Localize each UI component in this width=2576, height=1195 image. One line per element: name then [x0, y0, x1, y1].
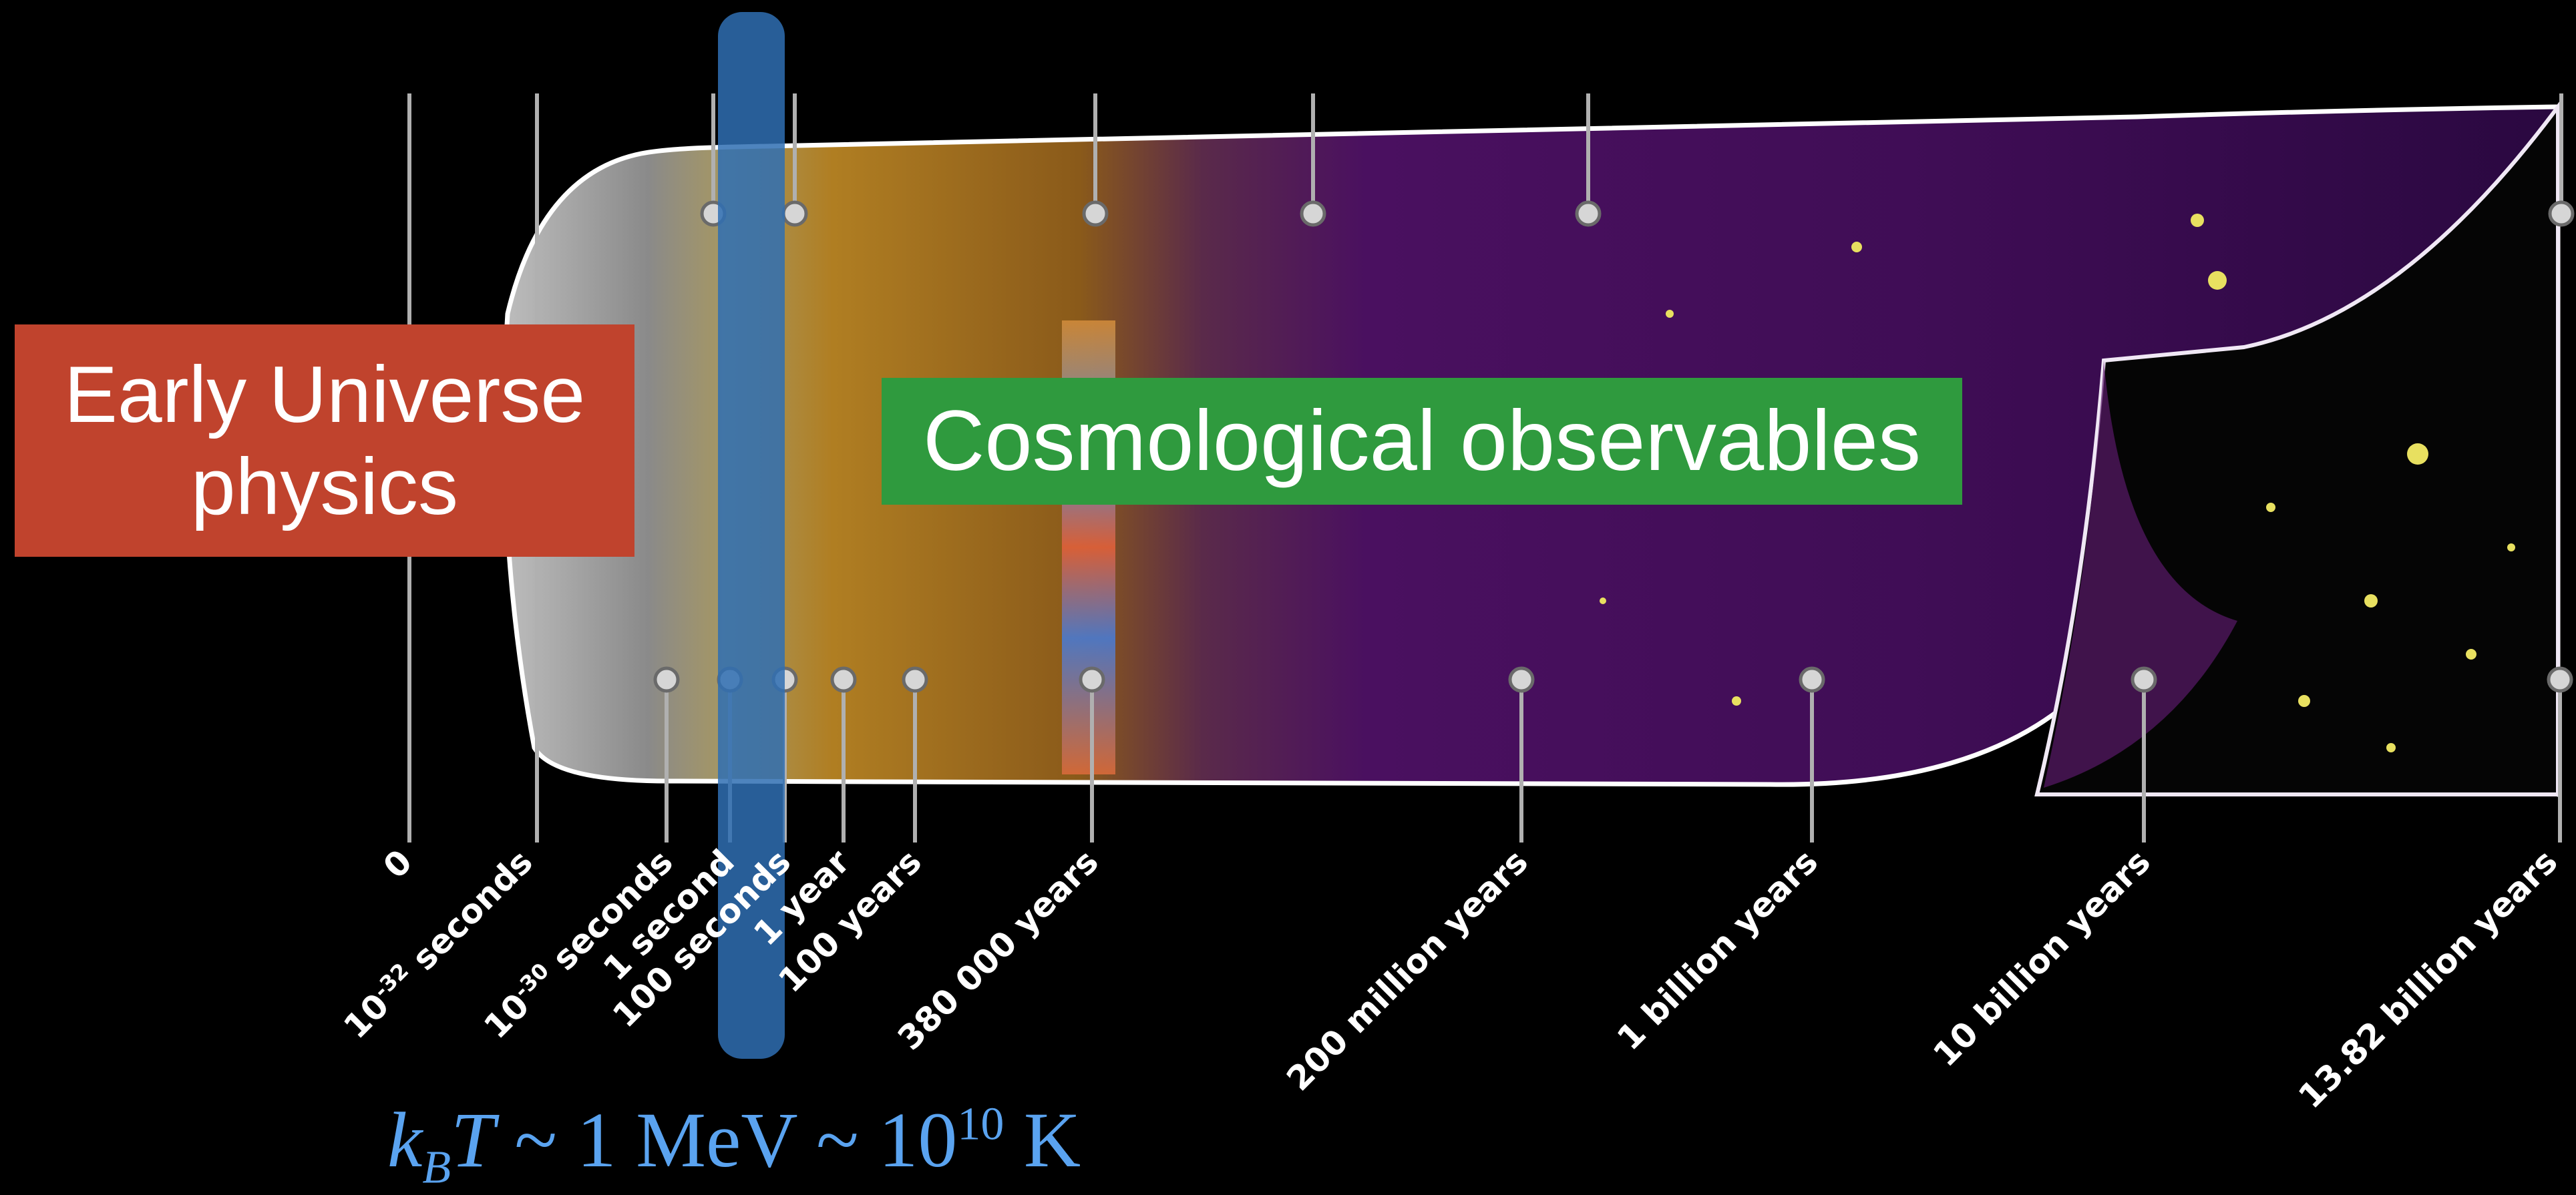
tick-marker-top-3	[1300, 200, 1326, 227]
mev-temperature-band	[718, 12, 785, 1059]
tick-marker-bottom-7	[1799, 666, 1825, 693]
formula-sim-1: ~	[494, 1096, 577, 1184]
formula-kelvin: K	[1004, 1096, 1081, 1184]
cosmological-observables-label: Cosmological observables	[922, 393, 1921, 489]
tick-marker-bottom-3	[830, 666, 857, 693]
peeled-page-fold	[2044, 361, 2237, 788]
formula-t: T	[451, 1096, 495, 1184]
formula-one-mev: 1 MeV	[576, 1096, 797, 1184]
formula-sim-2: ~	[796, 1096, 879, 1184]
early-universe-physics-box: Early Universe physics	[15, 324, 634, 557]
tick-marker-top-1	[781, 200, 808, 227]
cosmological-observables-box: Cosmological observables	[882, 378, 1962, 505]
tick-marker-bottom-6	[1508, 666, 1535, 693]
formula-ten: 10	[878, 1096, 958, 1184]
galaxy-speckles	[1600, 214, 2515, 752]
tick-marker-bottom-5	[1079, 666, 1105, 693]
early-universe-line1: Early Universe	[63, 350, 586, 439]
temperature-formula: kBT ~ 1 MeV ~ 1010 K	[387, 1095, 1081, 1195]
tick-marker-bottom-4	[902, 666, 928, 693]
tick-marker-top-2	[1082, 200, 1109, 227]
early-universe-line2: physics	[190, 442, 459, 531]
tick-marker-top-4	[1575, 200, 1602, 227]
tick-marker-top-5	[2548, 200, 2575, 227]
tick-marker-bottom-9	[2547, 666, 2573, 693]
tick-marker-bottom-0	[653, 666, 680, 693]
formula-k: k	[387, 1096, 423, 1184]
tick-marker-bottom-8	[2131, 666, 2157, 693]
formula-exponent: 10	[957, 1098, 1004, 1150]
formula-sub-b: B	[422, 1142, 451, 1194]
